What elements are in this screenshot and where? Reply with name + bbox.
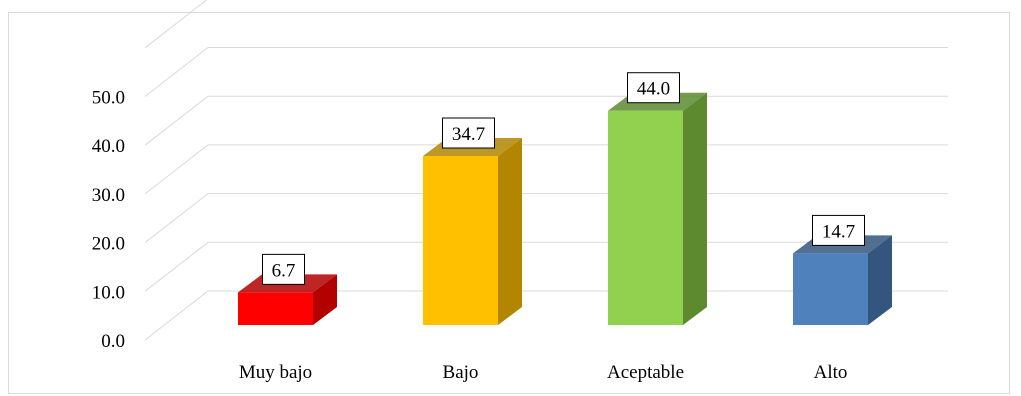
y-tick-label: 20.0 — [92, 234, 125, 255]
bar-side — [498, 138, 522, 325]
x-category-label: Aceptable — [607, 362, 684, 383]
bar — [238, 292, 313, 325]
gridline-depth-3 — [144, 144, 209, 195]
data-label-box — [627, 72, 680, 104]
y-tick-label: 0.0 — [101, 331, 125, 352]
data-label: 6.7 — [272, 260, 296, 281]
bar — [423, 156, 498, 325]
data-label: 44.0 — [637, 79, 670, 100]
data-label-box — [442, 117, 495, 149]
bar-side — [313, 274, 337, 325]
bar-side — [868, 235, 892, 325]
y-tick-label: 50.0 — [92, 88, 125, 109]
data-label-box — [262, 253, 305, 285]
bar-side — [683, 92, 707, 325]
x-category-label: Muy bajo — [239, 362, 312, 383]
y-tick-label: 40.0 — [92, 136, 125, 157]
gridline-depth-5 — [144, 47, 209, 97]
gridline-depth-2 — [144, 193, 209, 243]
bar — [793, 253, 868, 325]
x-category-label: Alto — [814, 362, 848, 383]
gridline-depth-6 — [144, 0, 208, 49]
x-category-label: Bajo — [443, 362, 479, 383]
y-tick-label: 30.0 — [92, 185, 125, 206]
data-label: 14.7 — [822, 221, 855, 242]
data-label: 34.7 — [452, 124, 485, 145]
gridline-depth-0 — [144, 290, 209, 341]
data-label-box — [812, 214, 865, 246]
gridline-depth-1 — [144, 241, 209, 292]
y-tick-label: 10.0 — [92, 282, 125, 303]
gridline-depth-4 — [144, 95, 209, 146]
bar — [608, 110, 683, 325]
